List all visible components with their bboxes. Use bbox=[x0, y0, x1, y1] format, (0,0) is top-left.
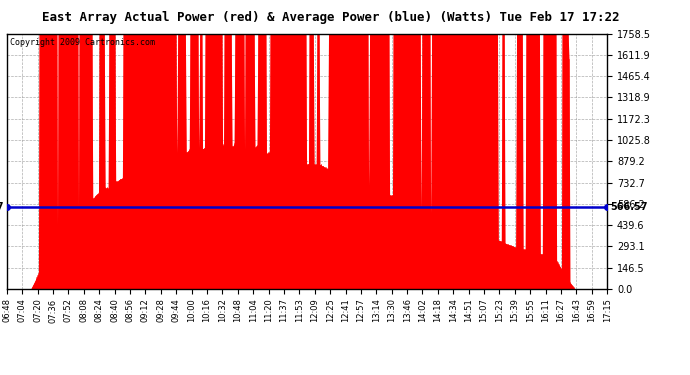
Text: Copyright 2009 Cartronics.com: Copyright 2009 Cartronics.com bbox=[10, 38, 155, 46]
Text: 566.57: 566.57 bbox=[610, 202, 648, 211]
Text: East Array Actual Power (red) & Average Power (blue) (Watts) Tue Feb 17 17:22: East Array Actual Power (red) & Average … bbox=[43, 11, 620, 24]
Text: 566.57: 566.57 bbox=[0, 202, 4, 211]
